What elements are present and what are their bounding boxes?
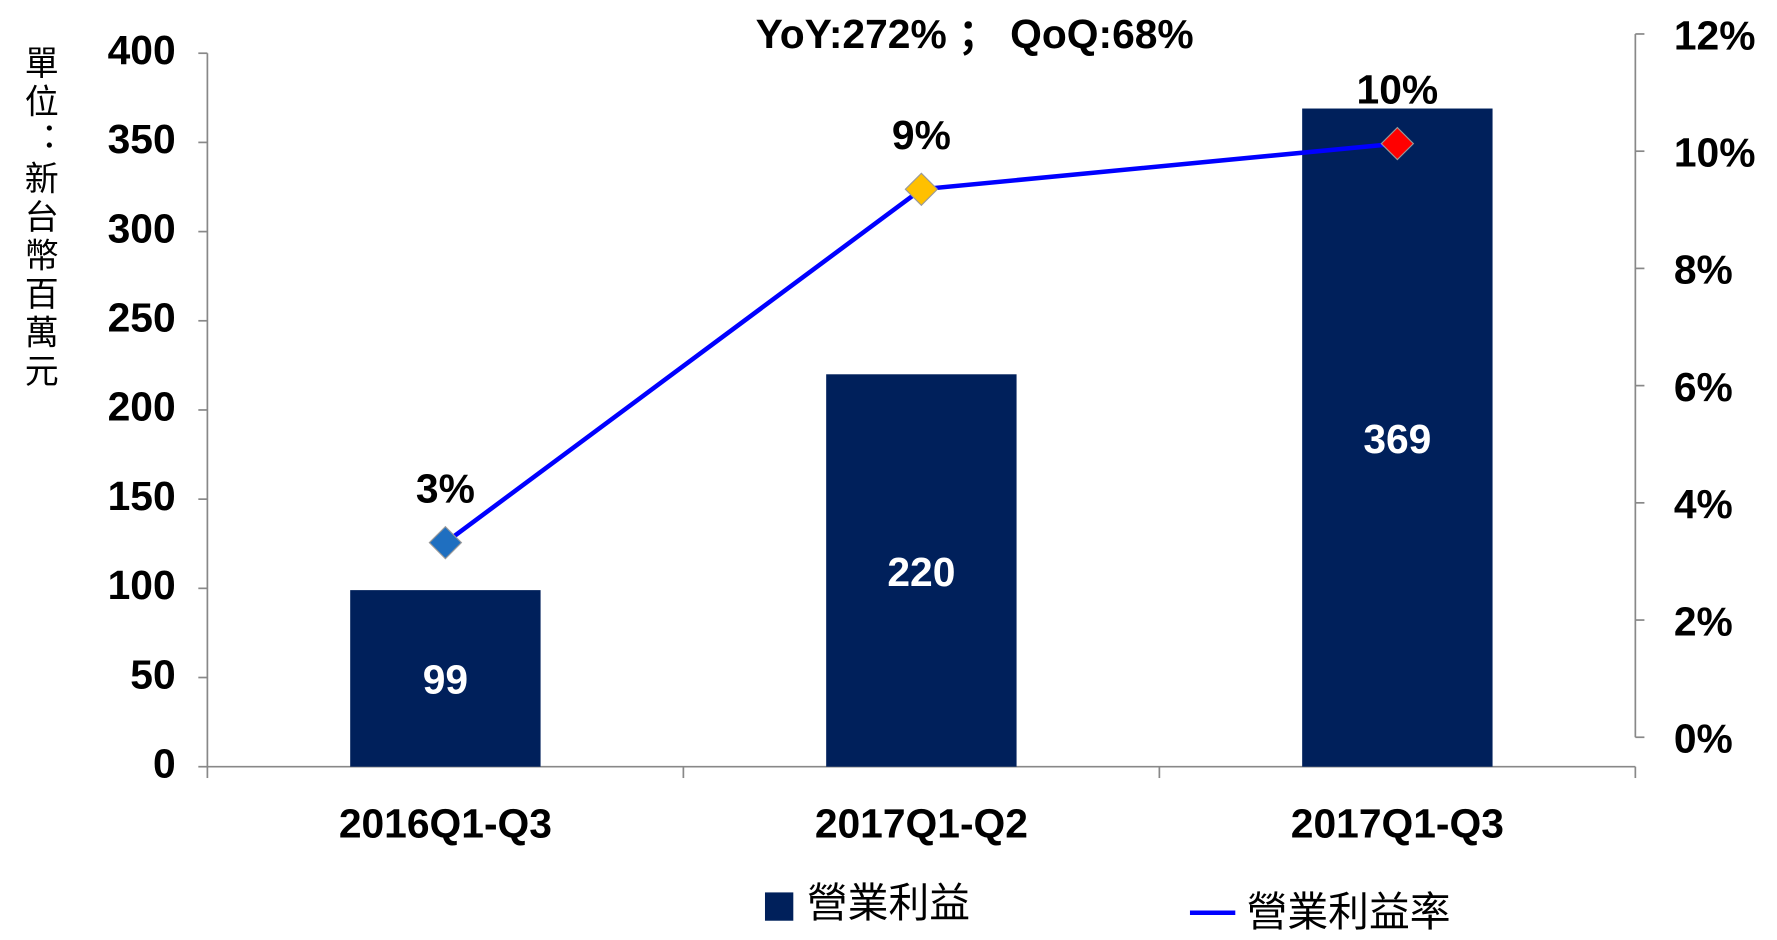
y2-tick-label: 0% xyxy=(1674,716,1733,762)
y-tick-label: 200 xyxy=(108,384,176,430)
bar-value-label: 369 xyxy=(1363,416,1431,462)
marker xyxy=(428,525,463,560)
y-axis-label: 單位：新台幣百萬元 xyxy=(18,45,58,391)
y-tick-label: 100 xyxy=(108,562,176,608)
y-tick-label: 400 xyxy=(108,27,176,73)
y2-tick-label: 10% xyxy=(1674,129,1756,175)
bar xyxy=(826,374,1017,767)
marker xyxy=(904,172,939,207)
legend-label: 營業利益 xyxy=(807,879,970,927)
line-value-label: 3% xyxy=(416,465,475,511)
y2-tick-label: 8% xyxy=(1674,247,1733,293)
legend-label: 營業利益率 xyxy=(1247,888,1451,936)
x-tick-label: 2017Q1-Q3 xyxy=(1291,800,1504,846)
legend-swatch xyxy=(764,892,794,921)
y-tick-label: 250 xyxy=(108,295,176,341)
line-value-label: 10% xyxy=(1357,66,1439,112)
bar-value-label: 99 xyxy=(423,657,468,703)
y-tick-label: 300 xyxy=(108,205,176,251)
y-tick-label: 0 xyxy=(153,740,176,786)
x-tick-label: 2016Q1-Q3 xyxy=(339,800,552,846)
y2-tick-label: 6% xyxy=(1674,364,1733,410)
y-tick-label: 50 xyxy=(130,651,175,697)
bar xyxy=(350,590,541,767)
y2-tick-label: 12% xyxy=(1674,12,1756,58)
bar-value-label: 220 xyxy=(887,549,955,595)
x-tick-label: 2017Q1-Q2 xyxy=(815,800,1028,846)
line-value-label: 9% xyxy=(892,112,951,158)
y-tick-label: 150 xyxy=(108,473,176,519)
annotation: YoY:272% ； QoQ:68% xyxy=(756,11,1194,57)
y-tick-label: 350 xyxy=(108,116,176,162)
y2-tick-label: 2% xyxy=(1674,598,1733,644)
plot: YoY:272% ； QoQ:68% 單位：新台幣百萬元 0 50 100 150 20… xyxy=(18,11,1755,936)
marker xyxy=(1380,126,1415,161)
bar xyxy=(1302,108,1493,767)
y2-tick-label: 4% xyxy=(1674,481,1733,527)
